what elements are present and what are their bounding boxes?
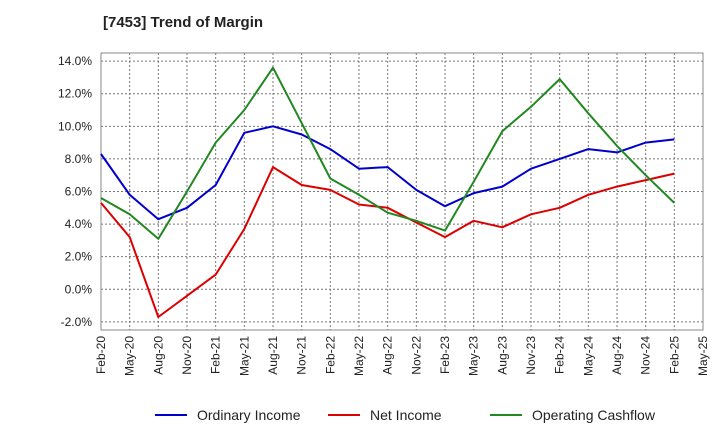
legend-label: Net Income [370, 407, 442, 423]
y-tick-label: 4.0% [65, 217, 93, 231]
y-tick-label: 6.0% [65, 185, 93, 199]
x-tick-label: Nov-24 [639, 336, 653, 375]
x-tick-label: Nov-23 [524, 336, 538, 375]
legend-swatch [328, 414, 360, 416]
legend: Ordinary Income Net Income Operating Cashf… [0, 404, 720, 426]
x-tick-label: Feb-23 [438, 336, 452, 374]
x-tick-label: May-21 [237, 336, 251, 376]
x-tick-label: Aug-23 [495, 336, 509, 375]
y-tick-label: 2.0% [65, 250, 93, 264]
x-tick-label: Feb-24 [553, 336, 567, 374]
legend-swatch [490, 414, 522, 416]
series-lines [100, 66, 675, 318]
x-tick-label: Feb-20 [94, 336, 108, 374]
legend-swatch [155, 414, 187, 416]
x-tick-label: Nov-21 [295, 336, 309, 375]
x-tick-label: May-20 [123, 336, 137, 376]
x-tick-label: Aug-22 [381, 336, 395, 375]
x-tick-label: May-24 [581, 336, 595, 376]
x-tick-label: Feb-22 [323, 336, 337, 374]
x-tick-label: May-25 [696, 336, 710, 376]
plot-border [100, 52, 704, 331]
x-tick-labels: Feb-20 May-20 Aug-20 Nov-20 Feb-21 May-21 Aug-… [94, 336, 710, 376]
y-tick-label: 0.0% [65, 282, 93, 296]
axes [100, 52, 704, 331]
series-line-operating-cashflow [100, 66, 675, 240]
x-tick-label: Nov-20 [180, 336, 194, 375]
legend-item: Net Income [328, 404, 442, 426]
x-tick-label: Nov-22 [409, 336, 423, 375]
grid-lines [101, 53, 703, 330]
x-tick-label: Aug-24 [610, 336, 624, 375]
x-tick-label: Feb-25 [667, 336, 681, 374]
y-tick-label: 12.0% [58, 87, 92, 101]
legend-item: Operating Cashflow [490, 404, 655, 426]
x-tick-label: May-22 [352, 336, 366, 376]
y-tick-label: 10.0% [58, 119, 92, 133]
y-tick-label: 14.0% [58, 54, 92, 68]
y-tick-label: -2.0% [61, 315, 93, 329]
y-tick-labels: 14.0% 12.0% 10.0% 8.0% 6.0% 4.0% 2.0% 0.0% -2.0% [58, 54, 92, 329]
series-line-ordinary-income [100, 125, 675, 221]
y-tick-label: 8.0% [65, 152, 93, 166]
chart-title: [7453] Trend of Margin [103, 14, 264, 31]
legend-label: Ordinary Income [197, 407, 301, 423]
series-line-net-income [100, 166, 675, 318]
x-tick-label: Aug-21 [266, 336, 280, 375]
x-tick-label: May-23 [467, 336, 481, 376]
legend-label: Operating Cashflow [532, 407, 655, 423]
x-tick-label: Feb-21 [209, 336, 223, 374]
x-tick-label: Aug-20 [151, 336, 165, 375]
legend-item: Ordinary Income [155, 404, 300, 426]
